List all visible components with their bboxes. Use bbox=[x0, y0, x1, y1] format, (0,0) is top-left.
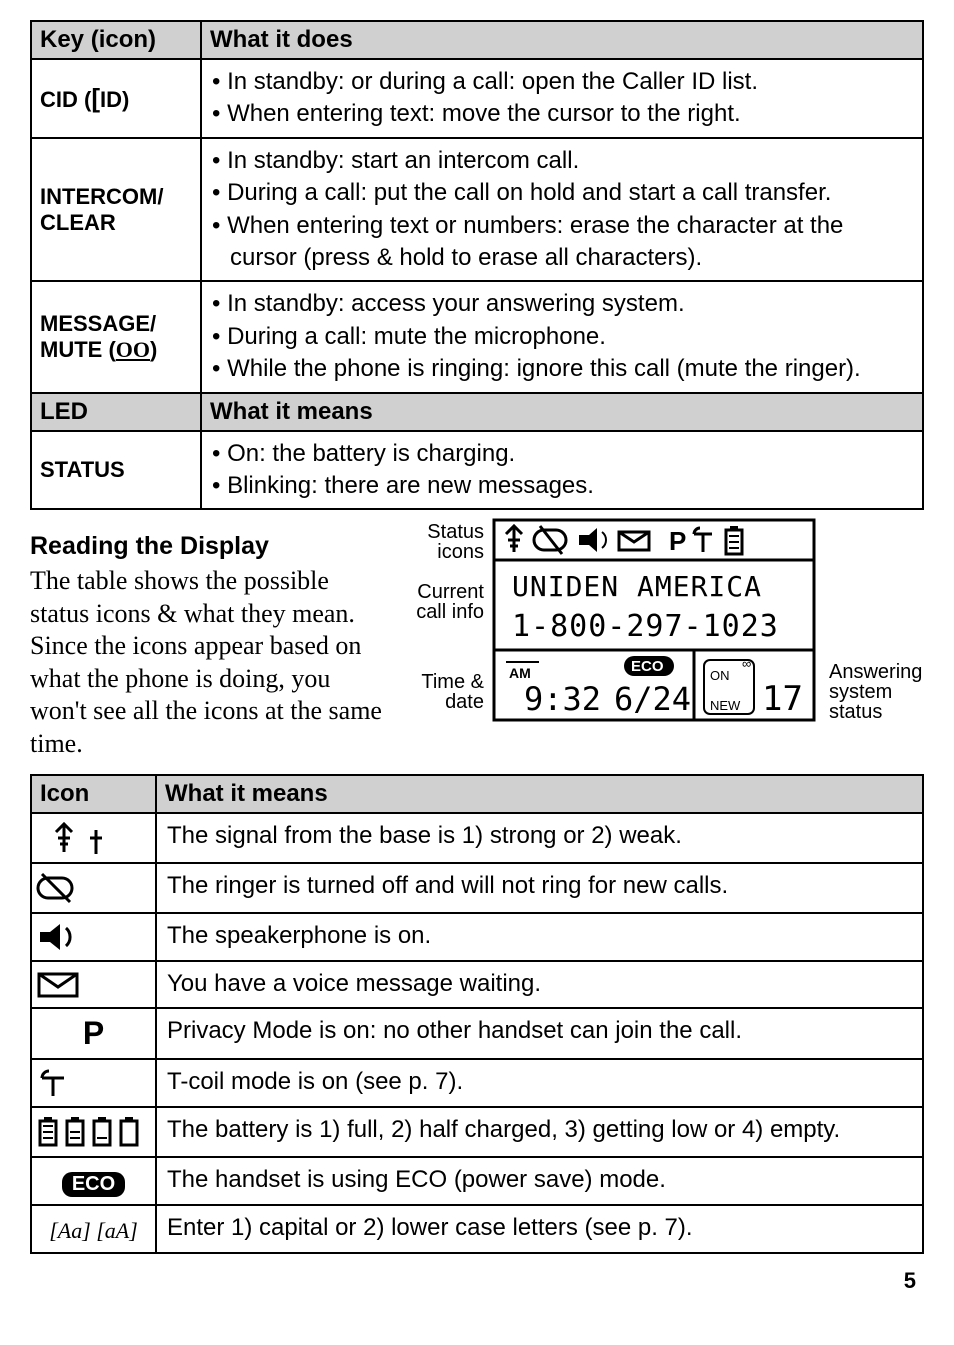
label-current-2: call info bbox=[416, 601, 484, 623]
status-desc: • On: the battery is charging.• Blinking… bbox=[201, 431, 923, 510]
label-current-1: Current bbox=[417, 581, 484, 603]
icon-desc: The battery is 1) full, 2) half charged,… bbox=[156, 1107, 923, 1157]
t2-header-what: What it means bbox=[156, 775, 923, 813]
status-icon-battery bbox=[726, 526, 742, 554]
status-icon-privacy: P bbox=[669, 526, 686, 556]
reading-title: Reading the Display bbox=[30, 532, 390, 561]
aa-icon: [Aa] [aA] bbox=[31, 1205, 156, 1253]
speaker-icon bbox=[31, 913, 156, 961]
status-icon-ringer-off bbox=[534, 526, 566, 554]
icon-meaning-table: Icon What it means The signal from the b… bbox=[30, 774, 924, 1253]
lcd-number: 1-800-297-1023 bbox=[512, 609, 779, 644]
status-icon-tcoil bbox=[694, 528, 712, 552]
status-icon-signal bbox=[506, 526, 522, 552]
icon-desc: T-coil mode is on (see p. 7). bbox=[156, 1059, 923, 1107]
t2-header-icon: Icon bbox=[31, 775, 156, 813]
desc-cell: • In standby: access your answering syst… bbox=[201, 281, 923, 392]
envelope-icon bbox=[31, 961, 156, 1007]
key-cell: MESSAGE/MUTE (OO) bbox=[31, 281, 201, 392]
lcd-name: UNIDEN AMERICA bbox=[512, 570, 762, 603]
t1-header-key: Key (icon) bbox=[31, 21, 201, 59]
lcd-time: 9:32 bbox=[524, 680, 601, 718]
key-icon-table: Key (icon) What it does CID ([ID)• In st… bbox=[30, 20, 924, 510]
lcd-on: ON bbox=[710, 668, 730, 683]
tcoil-icon bbox=[31, 1059, 156, 1107]
icon-desc: Enter 1) capital or 2) lower case letter… bbox=[156, 1205, 923, 1253]
t1-header-what: What it does bbox=[201, 21, 923, 59]
label-ans-3: status bbox=[829, 701, 882, 723]
key-cell: INTERCOM/CLEAR bbox=[31, 138, 201, 282]
eco-icon: ECO bbox=[31, 1157, 156, 1205]
status-key: STATUS bbox=[31, 431, 201, 510]
lcd-eco: ECO bbox=[631, 658, 664, 675]
page-number: 5 bbox=[30, 1268, 924, 1294]
icon-desc: The signal from the base is 1) strong or… bbox=[156, 813, 923, 863]
icon-desc: You have a voice message waiting. bbox=[156, 961, 923, 1007]
label-status-1: Status bbox=[427, 521, 484, 543]
icon-desc: The ringer is turned off and will not ri… bbox=[156, 863, 923, 913]
lcd-date: 6/24 bbox=[614, 680, 691, 718]
display-diagram: Status icons Current call info Time & da… bbox=[404, 510, 924, 740]
label-time-2: date bbox=[445, 691, 484, 713]
reading-intro: The table shows the possible status icon… bbox=[30, 565, 390, 760]
label-time-1: Time & bbox=[421, 671, 484, 693]
lcd-am: AM bbox=[509, 665, 531, 681]
icon-desc: The handset is using ECO (power save) mo… bbox=[156, 1157, 923, 1205]
icon-desc: The speakerphone is on. bbox=[156, 913, 923, 961]
lcd-new: NEW bbox=[710, 698, 741, 713]
svg-text:∞: ∞ bbox=[742, 656, 751, 671]
ringer_off-icon bbox=[31, 863, 156, 913]
privacy-icon: P bbox=[31, 1008, 156, 1059]
t1-header2-led: LED bbox=[31, 393, 201, 431]
desc-cell: • In standby: start an intercom call.• D… bbox=[201, 138, 923, 282]
status-icon-speaker bbox=[579, 528, 606, 552]
icon-desc: Privacy Mode is on: no other handset can… bbox=[156, 1008, 923, 1059]
battery-icon bbox=[31, 1107, 156, 1157]
label-ans-1: Answering bbox=[829, 661, 922, 683]
key-cell: CID ([ID) bbox=[31, 59, 201, 138]
lcd-msg-count: 17 bbox=[762, 679, 803, 719]
label-status-2: icons bbox=[437, 541, 484, 563]
t1-header2-what: What it means bbox=[201, 393, 923, 431]
desc-cell: • In standby: or during a call: open the… bbox=[201, 59, 923, 138]
label-ans-2: system bbox=[829, 681, 892, 703]
signal-icon bbox=[31, 813, 156, 863]
status-icon-envelope bbox=[619, 532, 649, 550]
